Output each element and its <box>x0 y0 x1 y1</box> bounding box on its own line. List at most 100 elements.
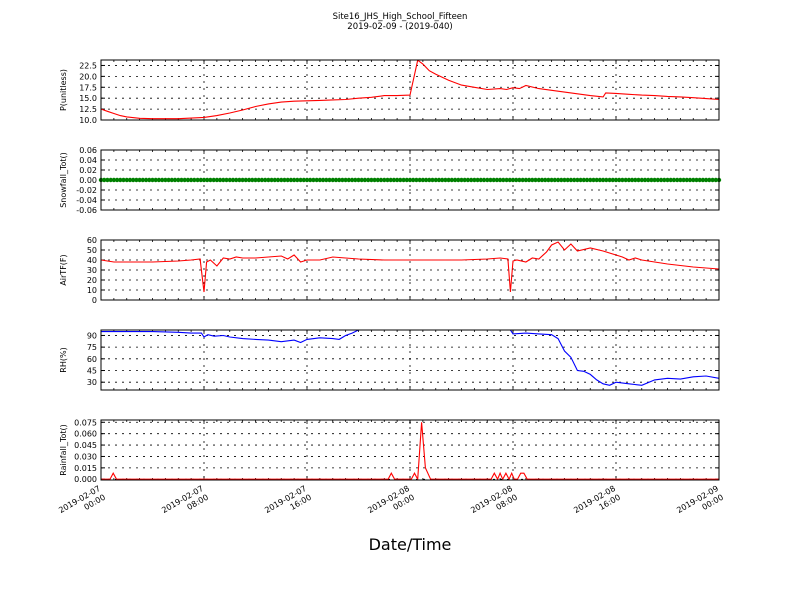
data-point <box>514 177 519 183</box>
data-point <box>600 177 606 183</box>
data-point <box>304 177 310 183</box>
data-point <box>346 177 351 183</box>
data-point <box>330 177 335 183</box>
data-point <box>108 177 113 183</box>
x-tick-label: 2019-02-0800:00 <box>366 484 416 524</box>
data-point <box>333 177 339 183</box>
x-tick-label: 2019-02-0900:00 <box>675 484 725 524</box>
data-point <box>147 177 152 183</box>
data-point <box>198 177 203 183</box>
data-point <box>414 177 419 183</box>
data-point <box>494 177 500 183</box>
data-point <box>639 177 644 183</box>
data-point <box>153 177 158 183</box>
panel-3: 30 45 60 75 90 RH(%) <box>59 329 720 391</box>
data-point <box>488 177 493 183</box>
panels: 10.0 12.5 15.0 17.5 20.0 22.5 P(unitless) -0.06… <box>59 59 722 484</box>
data-point <box>449 177 454 183</box>
panel-4: 0.000 0.015 0.030 0.045 0.060 0.075 Rainfall_T… <box>59 418 720 484</box>
data-point <box>295 177 300 183</box>
data-point <box>269 177 274 183</box>
data-point <box>668 177 673 183</box>
data-point <box>250 177 255 183</box>
data-point <box>185 177 191 183</box>
data-point <box>594 177 599 183</box>
data-point <box>510 177 516 183</box>
series-line <box>101 60 719 120</box>
y-tick-label: 17.5 <box>79 83 97 92</box>
data-point <box>472 177 477 183</box>
y-tick-label: 22.5 <box>79 61 97 70</box>
data-point <box>401 177 406 183</box>
y-tick-label: 0.02 <box>79 166 97 175</box>
y-tick-label: 10 <box>87 286 97 295</box>
data-point <box>533 177 538 183</box>
data-point <box>559 177 564 183</box>
data-point <box>629 177 635 183</box>
data-point <box>195 177 200 183</box>
data-point <box>353 177 358 183</box>
data-point <box>375 177 380 183</box>
y-tick-label: 60 <box>87 355 97 364</box>
data-point <box>552 177 557 183</box>
y-tick-label: 0.04 <box>79 156 97 165</box>
series-line <box>101 241 719 293</box>
data-point <box>272 177 277 183</box>
x-tick-labels: 2019-02-0700:00 2019-02-0708:00 2019-02-07… <box>57 484 725 524</box>
x-axis-label: Date/Time <box>369 535 452 554</box>
data-point <box>230 177 236 183</box>
panel-frame <box>100 149 720 211</box>
data-point <box>555 177 561 183</box>
data-point <box>179 177 184 183</box>
y-tick-label: 90 <box>87 331 97 340</box>
data-point <box>259 177 265 183</box>
data-point <box>224 177 229 183</box>
data-point <box>314 177 319 183</box>
data-point <box>684 177 689 183</box>
y-tick-label: -0.06 <box>76 206 97 215</box>
data-point <box>497 177 503 183</box>
data-point <box>636 177 641 183</box>
data-point <box>253 177 258 183</box>
data-point <box>543 177 548 183</box>
data-point <box>675 177 680 183</box>
data-point <box>160 177 165 183</box>
y-tick-label: -0.02 <box>76 186 97 195</box>
data-point <box>385 177 390 183</box>
panel-frame <box>100 239 720 301</box>
data-point <box>536 177 541 183</box>
data-point <box>163 177 168 183</box>
data-point <box>655 177 660 183</box>
x-tick-label: 2019-02-0808:00 <box>469 484 519 524</box>
data-point <box>485 177 490 183</box>
data-point <box>279 177 284 183</box>
data-point <box>308 177 313 183</box>
y-axis-label: RH(%) <box>59 347 68 372</box>
y-tick-label: 0.045 <box>74 441 97 450</box>
panel-frame <box>100 329 720 391</box>
data-point <box>356 177 361 183</box>
data-point <box>662 177 667 183</box>
y-tick-label: 0.000 <box>74 475 97 484</box>
data-point <box>311 177 316 183</box>
chart-title: Site16_JHS_High_School_Fifteen <box>333 12 468 22</box>
data-point <box>507 177 512 183</box>
data-point <box>169 177 174 183</box>
data-point <box>691 177 696 183</box>
data-point <box>617 177 622 183</box>
data-point <box>430 177 435 183</box>
data-point <box>671 177 677 183</box>
data-point <box>298 177 303 183</box>
data-point <box>324 177 329 183</box>
data-point <box>459 177 464 183</box>
data-point <box>301 177 306 183</box>
y-axis-label: AirTF(F) <box>59 254 68 285</box>
panel-1: -0.06-0.04-0.020.000.020.040.06 Snowfall_… <box>59 146 722 215</box>
data-point <box>501 177 506 183</box>
data-point <box>102 177 107 183</box>
data-point <box>562 177 567 183</box>
data-point <box>584 177 590 183</box>
data-point <box>462 177 467 183</box>
data-point <box>530 177 535 183</box>
data-point <box>217 177 223 183</box>
